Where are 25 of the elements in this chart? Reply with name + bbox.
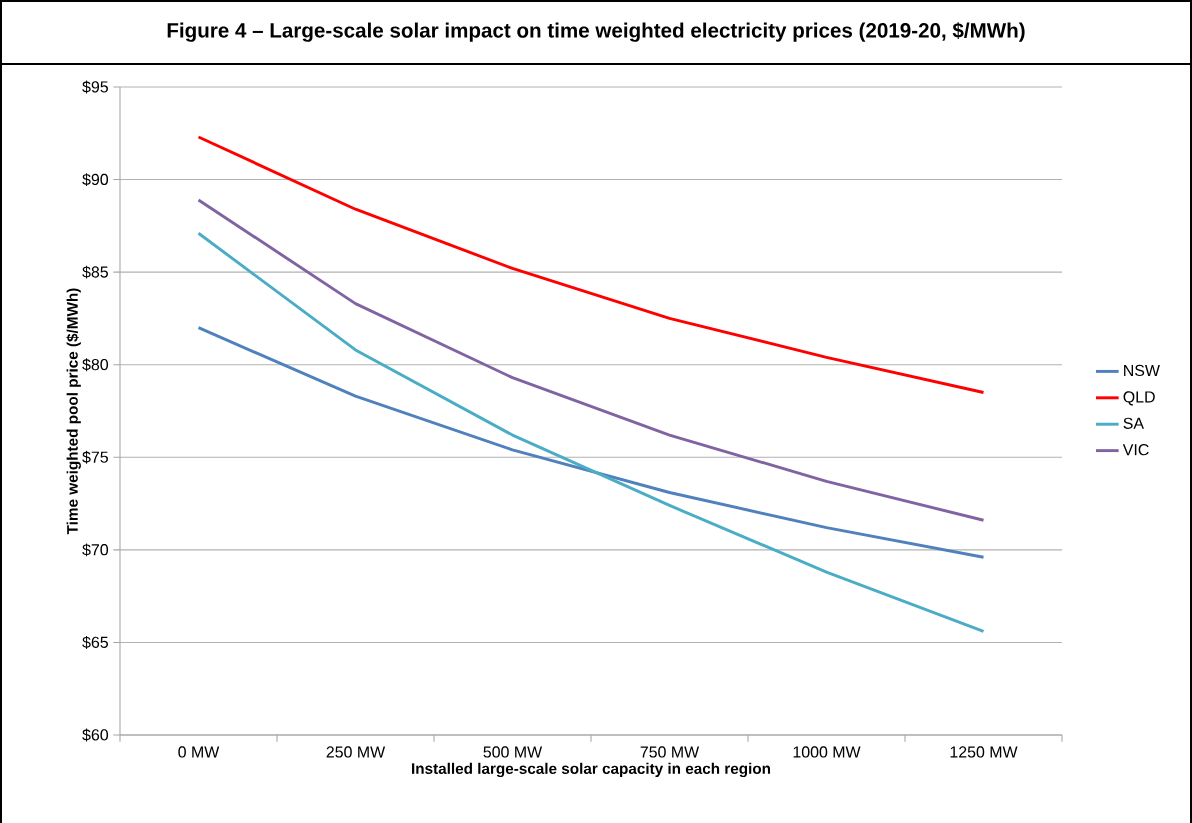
y-tick-label: $70	[82, 543, 109, 557]
y-tick-label: $75	[82, 450, 108, 464]
x-tick-label: 1000 MW	[793, 746, 861, 758]
y-tick-label: $85	[82, 265, 108, 279]
line-series	[197, 135, 985, 394]
y-tick-label: $60	[82, 728, 109, 742]
legend-label: NSW	[1124, 364, 1160, 377]
y-tick-label: $65	[82, 635, 108, 649]
y-tick-label: $95	[82, 80, 108, 94]
y-tick-label: $90	[82, 173, 109, 187]
legend-label: VIC	[1122, 444, 1149, 456]
x-tick-label: 1250 MW	[950, 746, 1018, 758]
x-tick-label: 750 MW	[640, 746, 700, 758]
x-tick-label: 0 MW	[178, 746, 220, 758]
x-axis-title: Installed large-scale solar capacity in each region	[412, 762, 771, 778]
line-series	[197, 326, 985, 559]
x-tick-label: 250 MW	[326, 746, 386, 758]
chart-title: Figure 4 – Large-scale solar impact on time weighted electricity prices (2019-20, $/MWh)	[167, 22, 1025, 42]
x-tick-label: 500 MW	[483, 746, 543, 758]
line-series	[197, 198, 985, 522]
legend-label: SA	[1123, 417, 1145, 429]
line-series	[197, 231, 985, 633]
legend-label: QLD	[1123, 391, 1155, 406]
y-axis-title: Time weighted pool price ($/MWh)	[66, 288, 81, 535]
y-tick-label: $80	[82, 358, 109, 372]
